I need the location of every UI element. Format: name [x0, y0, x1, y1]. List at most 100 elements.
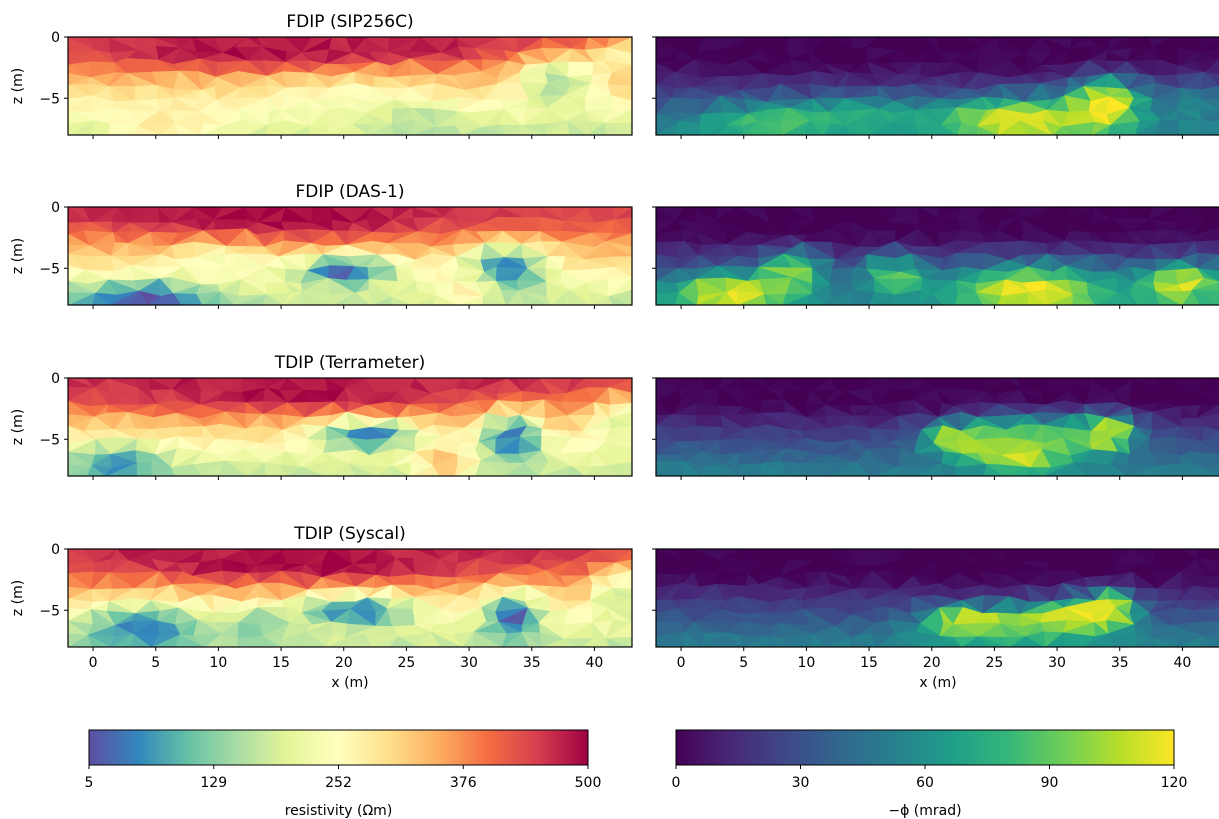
heatmap-cell — [1064, 207, 1095, 221]
colorbar-tick-label: 5 — [85, 775, 94, 791]
heatmap-cell — [803, 37, 826, 53]
heatmap-cell — [569, 549, 595, 562]
heatmap-cell — [982, 378, 1010, 392]
heatmap-cell — [811, 549, 832, 561]
colorbar-tick-label: 500 — [575, 775, 602, 791]
heatmap-cell — [568, 37, 590, 49]
x-tick-label: 30 — [1048, 655, 1066, 671]
y-axis-label: z (m) — [10, 409, 26, 445]
panel-3: FDIP (DAS-1) 0 −5 z (m) — [10, 182, 633, 309]
heatmap-cell — [387, 549, 415, 559]
y-axis-label: z (m) — [10, 580, 26, 616]
x-tick-label: 20 — [923, 655, 941, 671]
heatmap-cell — [217, 378, 243, 392]
heatmap-cell — [976, 37, 998, 47]
heatmap-cell — [85, 378, 109, 388]
heatmap-cell — [721, 37, 746, 50]
heatmap-cells — [68, 207, 632, 305]
heatmap-cell — [136, 378, 150, 389]
heatmap-cell — [172, 378, 197, 390]
y-axis-label: z (m) — [10, 238, 26, 274]
heatmap-cell — [763, 207, 790, 224]
heatmap-cell — [256, 549, 283, 566]
heatmap-cell — [606, 37, 632, 48]
heatmap-cell — [897, 37, 922, 52]
colorbar-tick-label: 90 — [1041, 775, 1059, 791]
y-tick-label: 0 — [51, 542, 60, 558]
panel-1: FDIP (SIP256C) 0 −5 z (m) — [10, 12, 633, 139]
heatmap-cell — [844, 378, 869, 392]
heatmap-cell — [520, 549, 543, 565]
heatmap-cell — [311, 207, 331, 223]
heatmap-cell — [430, 378, 464, 394]
heatmap-cell — [433, 549, 460, 559]
heatmap-cell — [671, 37, 705, 52]
y-tick-label: −5 — [39, 432, 60, 448]
heatmap-cell — [83, 207, 118, 223]
heatmap-cell — [898, 549, 916, 561]
heatmap-cell — [1106, 37, 1130, 51]
plot-frame — [655, 548, 1219, 648]
heatmap-cells — [68, 37, 632, 135]
heatmap-cell — [481, 207, 501, 223]
heatmap-cell — [719, 549, 743, 561]
heatmap-cell — [1148, 37, 1172, 48]
colorbar-gradient — [675, 729, 1175, 766]
heatmap-cell — [759, 37, 791, 52]
heatmap-cell — [981, 549, 1004, 564]
heatmap-cell — [473, 378, 508, 390]
heatmap-cell — [391, 378, 416, 392]
heatmap-cell — [850, 207, 878, 222]
heatmap-cell — [1067, 378, 1091, 392]
x-tick-label: 15 — [272, 655, 290, 671]
heatmap-cell — [762, 549, 785, 563]
heatmap-cells — [68, 549, 632, 647]
heatmap-cell — [213, 37, 248, 53]
panel-title: TDIP (Terrameter) — [274, 353, 426, 373]
heatmap-cell — [213, 549, 244, 559]
heatmap-cell — [391, 207, 413, 221]
panel-2 — [652, 36, 1219, 139]
heatmap-cell — [348, 549, 378, 565]
plot-frame — [655, 206, 1219, 306]
heatmap-cell — [1107, 378, 1135, 393]
heatmap-cell — [850, 549, 869, 566]
heatmap-cell — [1018, 37, 1041, 53]
heatmap-cell — [1070, 37, 1086, 49]
colorbar-tick-label: 30 — [792, 775, 810, 791]
y-tick-label: −5 — [39, 261, 60, 277]
heatmap-cell — [301, 37, 333, 54]
heatmap-cell — [851, 37, 879, 49]
x-tick-label: 25 — [985, 655, 1003, 671]
heatmap-cell — [613, 207, 632, 220]
panel-8: 0 5 10 15 20 25 30 35 40 x (m) — [652, 548, 1219, 691]
y-tick-label: −5 — [39, 603, 60, 619]
plot-frame — [67, 36, 633, 136]
y-tick-label: 0 — [51, 371, 60, 387]
y-tick-label: −5 — [39, 91, 60, 107]
heatmap-cell — [352, 207, 372, 224]
x-tick-label: 0 — [89, 655, 98, 671]
heatmap-cell — [613, 549, 632, 563]
panel-title: TDIP (Syscal) — [293, 524, 406, 544]
heatmap-cells — [656, 37, 1219, 135]
heatmap-cell — [1195, 549, 1219, 559]
x-tick-label: 35 — [1111, 655, 1129, 671]
panel-title: FDIP (DAS-1) — [296, 182, 405, 202]
plot-frame — [67, 548, 633, 648]
heatmap-cell — [516, 37, 545, 53]
plot-frame — [655, 377, 1219, 477]
heatmap-cell — [257, 207, 286, 223]
heatmap-cell — [888, 207, 919, 223]
heatmap-cell — [84, 549, 118, 563]
colorbar-tick-label: 252 — [325, 775, 352, 791]
heatmap-cell — [86, 37, 110, 51]
x-tick-label: 15 — [860, 655, 878, 671]
heatmap-cell — [213, 207, 245, 220]
heatmap-cell — [344, 378, 366, 389]
x-tick-label: 35 — [523, 655, 541, 671]
heatmap-cell — [1197, 37, 1219, 52]
heatmap-cell — [938, 549, 962, 559]
heatmap-cell — [936, 378, 959, 389]
